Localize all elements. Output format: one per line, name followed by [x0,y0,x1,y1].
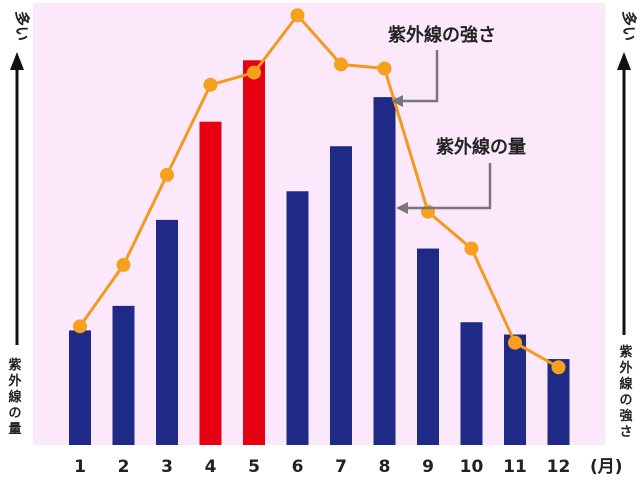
bar-month-8 [373,97,396,445]
bar-month-1 [69,330,91,445]
uv-strength-point-6 [290,8,305,23]
bar-month-7 [330,146,352,446]
axis-label-glyph: 量 [8,422,21,437]
x-tick-label-2: 2 [118,457,130,477]
x-tick-label-7: 7 [335,457,347,477]
x-tick-label-1: 1 [74,457,86,477]
uv-strength-point-7 [334,57,348,72]
x-tick-label-11: 11 [503,457,527,477]
x-tick-label-10: 10 [460,457,484,477]
uv-strength-point-3 [160,167,174,182]
right-axis-label: 紫外線の強さ [618,344,633,440]
annotation-uv-strength-leader [400,50,439,103]
x-tick-label-6: 6 [292,457,304,477]
annotation-uv-amount: 紫外線の量 [436,136,526,158]
bar-month-10 [460,322,483,445]
x-tick-label-8: 8 [379,457,391,477]
bar-month-6 [286,191,309,445]
bar-month-11 [504,334,526,445]
uv-strength-point-8 [377,61,392,76]
axis-label-glyph: 線 [8,389,22,405]
axis-label-glyph: の [619,393,632,408]
uv-strength-point-5 [247,65,261,80]
x-tick-label-9: 9 [422,457,434,477]
annotation-uv-amount-arrowhead [396,202,408,214]
right-axis-arrowhead [617,52,631,70]
bar-month-9 [417,248,439,445]
left-axis-arrowhead [10,52,24,70]
uv-strength-point-1 [73,319,87,334]
x-tick-label-5: 5 [248,457,260,477]
axis-label-glyph: 紫 [8,357,21,373]
x-axis-unit: (月) [590,457,623,477]
bar-month-4 [199,121,222,446]
axis-label-glyph: 線 [619,376,633,392]
axis-label-glyph: 外 [618,360,632,376]
uv-strength-line [78,12,560,369]
annotation-uv-strength-arrowhead [391,95,403,107]
left-axis-top-label: 多い [13,11,31,41]
uv-strength-point-10 [464,241,479,256]
bar-series [69,60,570,446]
uv-strength-point-11 [508,335,522,350]
annotation-uv-amount-leader [405,163,492,210]
x-tick-label-12: 12 [547,457,571,477]
uv-strength-point-2 [116,257,131,272]
axis-label-glyph: の [8,406,21,421]
bar-month-5 [243,60,265,445]
right-axis-top-label: 多い [620,11,638,41]
left-axis-label-stack: 紫外線の量 [7,357,22,437]
bar-month-3 [156,219,178,445]
axis-label-glyph: 外 [7,373,21,389]
uv-strength-point-4 [203,77,218,92]
axis-label-glyph: さ [619,425,632,440]
x-tick-label-4: 4 [205,457,217,477]
x-tick-label-3: 3 [161,457,173,477]
uv-strength-point-12 [551,360,566,375]
axis-label-glyph: 強 [619,408,632,424]
annotation-uv-strength: 紫外線の強さ [388,24,496,46]
bar-month-12 [547,359,570,445]
bar-month-2 [112,305,135,445]
x-tick-labels: 1 2 3 4 5 6 7 8 9 10 11 12 [74,457,570,477]
axis-label-glyph: 紫 [619,344,632,360]
